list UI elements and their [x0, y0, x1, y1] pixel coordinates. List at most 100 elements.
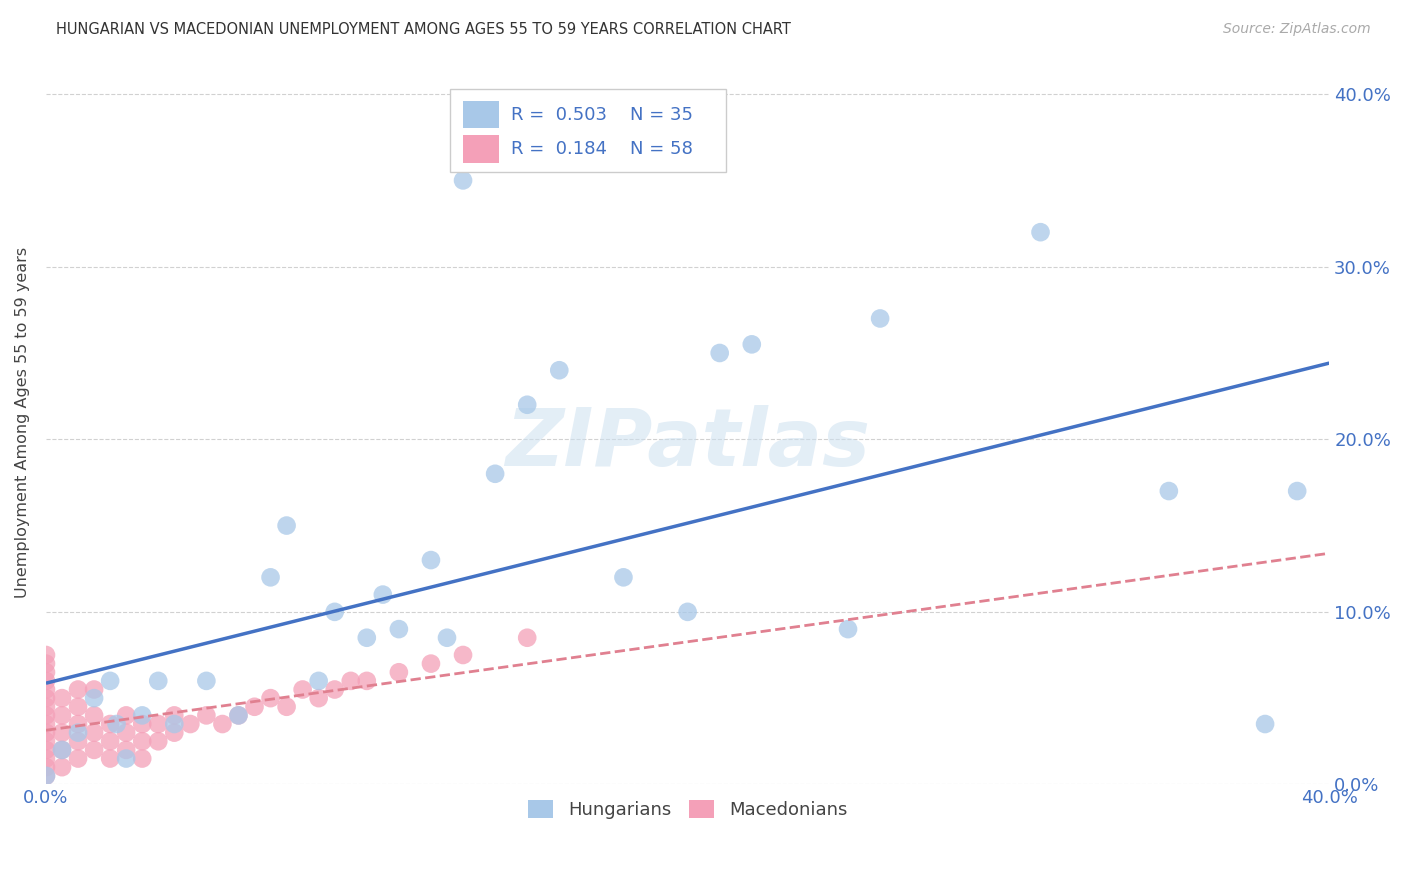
- Point: [35, 725, 58, 739]
- Y-axis label: Unemployment Among Ages 55 to 59 years: Unemployment Among Ages 55 to 59 years: [15, 246, 30, 598]
- Point: [516, 398, 538, 412]
- Point: [115, 708, 138, 723]
- Point: [548, 363, 571, 377]
- Point: [67, 734, 90, 748]
- Point: [67, 725, 90, 739]
- Point: [35, 760, 58, 774]
- Point: [291, 682, 314, 697]
- Point: [308, 673, 330, 688]
- Point: [323, 682, 346, 697]
- Point: [163, 708, 186, 723]
- Point: [869, 311, 891, 326]
- Bar: [463, 135, 499, 162]
- Point: [67, 682, 90, 697]
- Point: [276, 699, 298, 714]
- Point: [1157, 483, 1180, 498]
- Point: [51, 708, 73, 723]
- Point: [388, 665, 411, 680]
- Text: R =  0.184    N = 58: R = 0.184 N = 58: [510, 140, 692, 158]
- Text: Source: ZipAtlas.com: Source: ZipAtlas.com: [1223, 22, 1371, 37]
- Point: [436, 631, 458, 645]
- Text: R =  0.503    N = 35: R = 0.503 N = 35: [510, 105, 693, 124]
- Point: [35, 743, 58, 757]
- Point: [83, 682, 105, 697]
- Point: [131, 734, 153, 748]
- Point: [35, 682, 58, 697]
- Point: [67, 717, 90, 731]
- Point: [35, 657, 58, 671]
- Point: [195, 673, 218, 688]
- Point: [35, 673, 58, 688]
- Point: [51, 743, 73, 757]
- Point: [243, 699, 266, 714]
- Point: [516, 631, 538, 645]
- Point: [308, 691, 330, 706]
- Point: [228, 708, 250, 723]
- Point: [1254, 717, 1277, 731]
- Point: [612, 570, 634, 584]
- Point: [709, 346, 731, 360]
- Point: [148, 673, 170, 688]
- Point: [451, 648, 474, 662]
- Point: [131, 751, 153, 765]
- Bar: [463, 101, 499, 128]
- Point: [676, 605, 699, 619]
- Point: [51, 743, 73, 757]
- Point: [1029, 225, 1052, 239]
- Point: [148, 717, 170, 731]
- Point: [35, 769, 58, 783]
- Point: [67, 699, 90, 714]
- Point: [131, 717, 153, 731]
- Point: [35, 665, 58, 680]
- Point: [51, 725, 73, 739]
- Point: [115, 751, 138, 765]
- Point: [420, 657, 443, 671]
- Point: [35, 648, 58, 662]
- Point: [356, 673, 378, 688]
- Point: [339, 673, 361, 688]
- Point: [451, 173, 474, 187]
- Point: [388, 622, 411, 636]
- Point: [67, 751, 90, 765]
- Point: [35, 708, 58, 723]
- Point: [35, 691, 58, 706]
- Point: [51, 760, 73, 774]
- Point: [484, 467, 506, 481]
- Point: [259, 691, 281, 706]
- Point: [1286, 483, 1309, 498]
- Point: [35, 751, 58, 765]
- Point: [163, 717, 186, 731]
- Point: [179, 717, 201, 731]
- Point: [163, 725, 186, 739]
- Point: [35, 734, 58, 748]
- FancyBboxPatch shape: [450, 88, 725, 172]
- Point: [98, 751, 121, 765]
- Point: [276, 518, 298, 533]
- Point: [83, 708, 105, 723]
- Point: [83, 725, 105, 739]
- Point: [115, 743, 138, 757]
- Point: [211, 717, 233, 731]
- Point: [98, 734, 121, 748]
- Legend: Hungarians, Macedonians: Hungarians, Macedonians: [520, 792, 855, 826]
- Point: [105, 717, 128, 731]
- Point: [148, 734, 170, 748]
- Text: ZIPatlas: ZIPatlas: [505, 405, 870, 483]
- Point: [356, 631, 378, 645]
- Point: [35, 699, 58, 714]
- Point: [741, 337, 763, 351]
- Point: [259, 570, 281, 584]
- Point: [371, 588, 394, 602]
- Point: [35, 769, 58, 783]
- Point: [51, 691, 73, 706]
- Point: [323, 605, 346, 619]
- Point: [115, 725, 138, 739]
- Point: [83, 743, 105, 757]
- Point: [83, 691, 105, 706]
- Point: [228, 708, 250, 723]
- Point: [195, 708, 218, 723]
- Text: HUNGARIAN VS MACEDONIAN UNEMPLOYMENT AMONG AGES 55 TO 59 YEARS CORRELATION CHART: HUNGARIAN VS MACEDONIAN UNEMPLOYMENT AMO…: [56, 22, 792, 37]
- Point: [837, 622, 859, 636]
- Point: [131, 708, 153, 723]
- Point: [35, 717, 58, 731]
